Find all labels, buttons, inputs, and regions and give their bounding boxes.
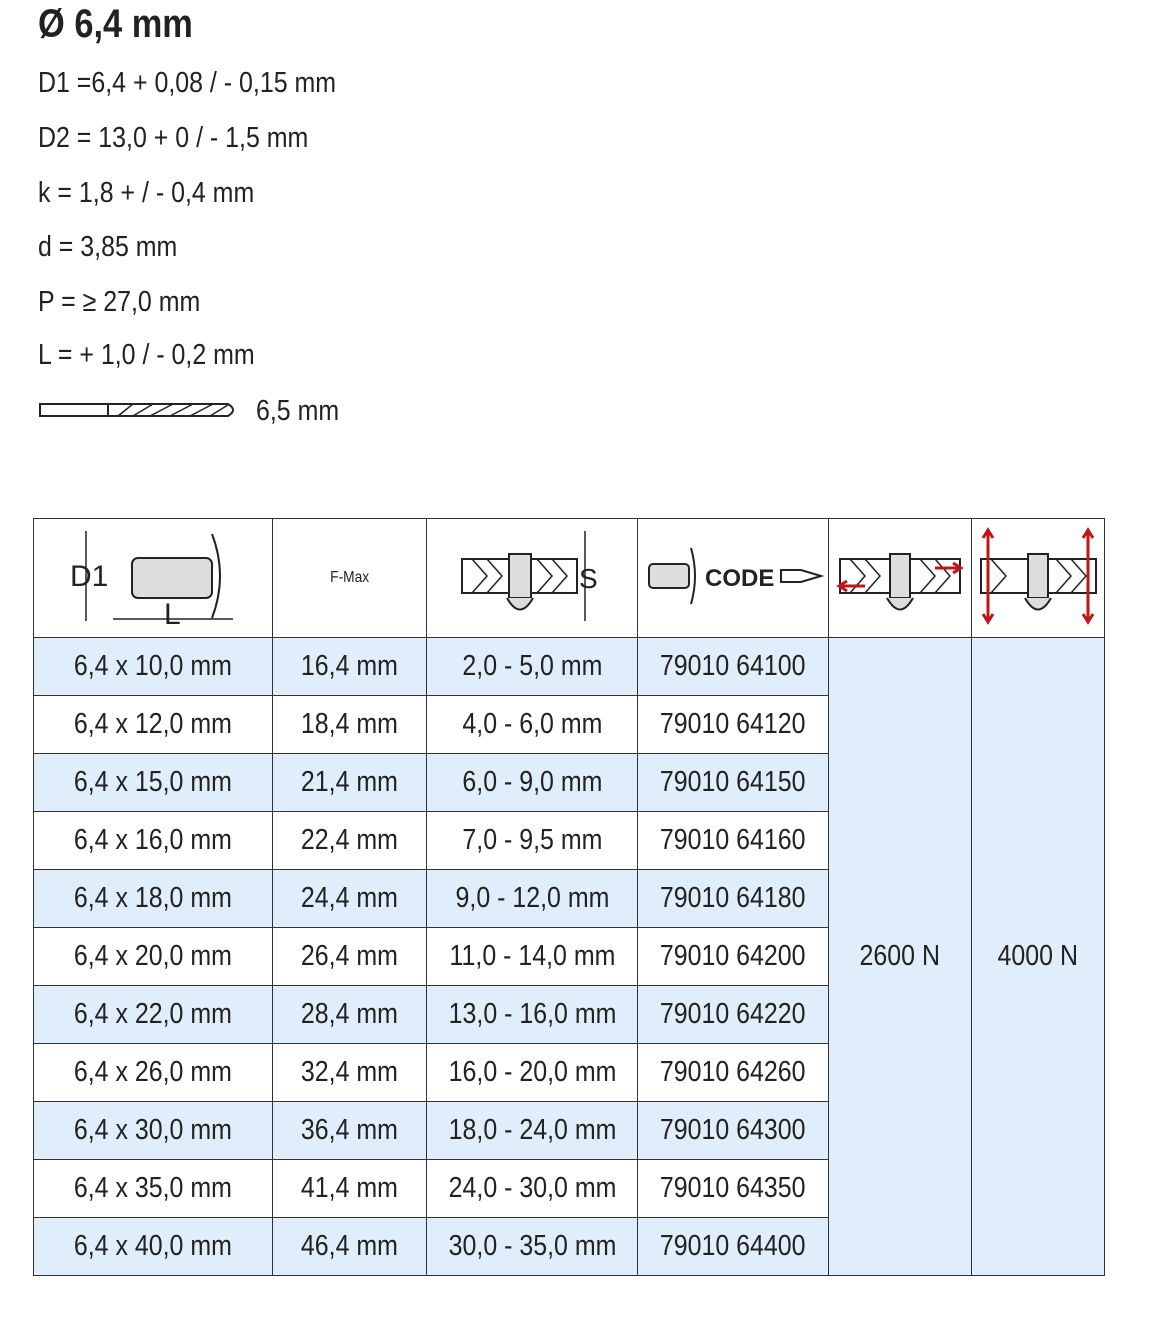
table-row: 6,4 x 18,0 mm 24,4 mm 9,0 - 12,0 mm 79010 6… [33, 869, 1105, 928]
cell-code: 79010 64350 [637, 1159, 830, 1218]
cell-fmax: 46,4 mm [271, 1217, 428, 1276]
cell-grip-range: 24,0 - 30,0 mm [426, 1159, 639, 1218]
header-grip-range: S [426, 518, 639, 638]
cell-code: 79010 64200 [637, 927, 830, 986]
cell-code: 79010 64180 [637, 869, 830, 928]
cell-size: 6,4 x 40,0 mm [33, 1217, 273, 1276]
svg-text:D1: D1 [70, 560, 108, 593]
cell-size: 6,4 x 10,0 mm [33, 637, 273, 696]
cell-code: 79010 64100 [637, 637, 830, 696]
table-row: 6,4 x 40,0 mm 46,4 mm 30,0 - 35,0 mm 79010 … [33, 1217, 1105, 1276]
spec-d: d = 3,85 mm [38, 231, 178, 263]
cell-fmax: 21,4 mm [271, 753, 428, 812]
cell-grip-range: 4,0 - 6,0 mm [426, 695, 639, 754]
cell-shear-force: 2600 N [828, 637, 973, 1276]
header-tensile [971, 518, 1105, 638]
cell-size: 6,4 x 12,0 mm [33, 695, 273, 754]
cell-grip-range: 9,0 - 12,0 mm [426, 869, 639, 928]
cell-grip-range: 2,0 - 5,0 mm [426, 637, 639, 696]
cell-grip-range: 7,0 - 9,5 mm [426, 811, 639, 870]
rivet-table: D1 L F-Max S [33, 518, 1105, 1276]
table-row: 6,4 x 10,0 mm 16,4 mm 2,0 - 5,0 mm 79010 64… [33, 637, 1105, 1276]
cell-fmax: 32,4 mm [271, 1043, 428, 1102]
table-row: 6,4 x 15,0 mm 21,4 mm 6,0 - 9,0 mm 79010 64… [33, 753, 1105, 812]
cell-fmax: 26,4 mm [271, 927, 428, 986]
cell-fmax: 36,4 mm [271, 1101, 428, 1160]
cell-grip-range: 6,0 - 9,0 mm [426, 753, 639, 812]
cell-size: 6,4 x 35,0 mm [33, 1159, 273, 1218]
header-dimension: D1 L [33, 518, 273, 638]
cell-code: 79010 64120 [637, 695, 830, 754]
cell-size: 6,4 x 15,0 mm [33, 753, 273, 812]
cell-code: 79010 64220 [637, 985, 830, 1044]
header-fmax: F-Max [271, 518, 428, 638]
cell-fmax: 16,4 mm [271, 637, 428, 696]
cell-grip-range: 11,0 - 14,0 mm [426, 927, 639, 986]
cell-code: 79010 64260 [637, 1043, 830, 1102]
cell-size: 6,4 x 20,0 mm [33, 927, 273, 986]
drill-size: 6,5 mm [256, 395, 340, 427]
table-row: 6,4 x 22,0 mm 28,4 mm 13,0 - 16,0 mm 79010 … [33, 985, 1105, 1044]
spec-d2: D2 = 13,0 + 0 / - 1,5 mm [38, 122, 309, 154]
svg-text:S: S [579, 563, 598, 594]
spec-k: k = 1,8 + / - 0,4 mm [38, 177, 255, 209]
drill-bit-icon [39, 403, 234, 417]
cell-grip-range: 18,0 - 24,0 mm [426, 1101, 639, 1160]
cell-code: 79010 64300 [637, 1101, 830, 1160]
svg-text:CODE: CODE [705, 565, 774, 592]
shear-force-icon [836, 552, 964, 610]
code-icon: CODE [647, 547, 825, 604]
svg-text:L: L [164, 598, 181, 626]
spec-l: L = + 1,0 / - 0,2 mm [38, 339, 255, 371]
cell-grip-range: 16,0 - 20,0 mm [426, 1043, 639, 1102]
grip-range-icon: S [461, 530, 598, 621]
table-row: 6,4 x 30,0 mm 36,4 mm 18,0 - 24,0 mm 79010 … [33, 1101, 1105, 1160]
tensile-force-icon [979, 526, 1097, 625]
cell-code: 79010 64150 [637, 753, 830, 812]
cell-tensile-force: 4000 N [971, 637, 1105, 1276]
cell-size: 6,4 x 30,0 mm [33, 1101, 273, 1160]
header-shear [828, 518, 973, 638]
cell-fmax: 28,4 mm [271, 985, 428, 1044]
cell-size: 6,4 x 22,0 mm [33, 985, 273, 1044]
header-code: CODE [637, 518, 830, 638]
cell-fmax: 18,4 mm [271, 695, 428, 754]
cell-code: 79010 64160 [637, 811, 830, 870]
cell-fmax: 22,4 mm [271, 811, 428, 870]
cell-size: 6,4 x 18,0 mm [33, 869, 273, 928]
cell-grip-range: 30,0 - 35,0 mm [426, 1217, 639, 1276]
cell-size: 6,4 x 26,0 mm [33, 1043, 273, 1102]
table-row: 6,4 x 12,0 mm 18,4 mm 4,0 - 6,0 mm 79010 64… [33, 695, 1105, 754]
cell-code: 79010 64400 [637, 1217, 830, 1276]
table-row: 6,4 x 35,0 mm 41,4 mm 24,0 - 30,0 mm 79010 … [33, 1159, 1105, 1218]
spec-p: P = ≥ 27,0 mm [38, 286, 201, 318]
table-header: D1 L F-Max S [33, 518, 1105, 638]
cell-size: 6,4 x 16,0 mm [33, 811, 273, 870]
cell-fmax: 41,4 mm [271, 1159, 428, 1218]
spec-d1: D1 =6,4 + 0,08 / - 0,15 mm [38, 67, 337, 99]
cell-grip-range: 13,0 - 16,0 mm [426, 985, 639, 1044]
table-row: 6,4 x 26,0 mm 32,4 mm 16,0 - 20,0 mm 79010 … [33, 1043, 1105, 1102]
page-title: Ø 6,4 mm [38, 2, 193, 46]
table-row: 6,4 x 20,0 mm 26,4 mm 11,0 - 14,0 mm 79010 … [33, 927, 1105, 986]
rivet-dimension-icon: D1 L [70, 530, 233, 631]
cell-fmax: 24,4 mm [271, 869, 428, 928]
